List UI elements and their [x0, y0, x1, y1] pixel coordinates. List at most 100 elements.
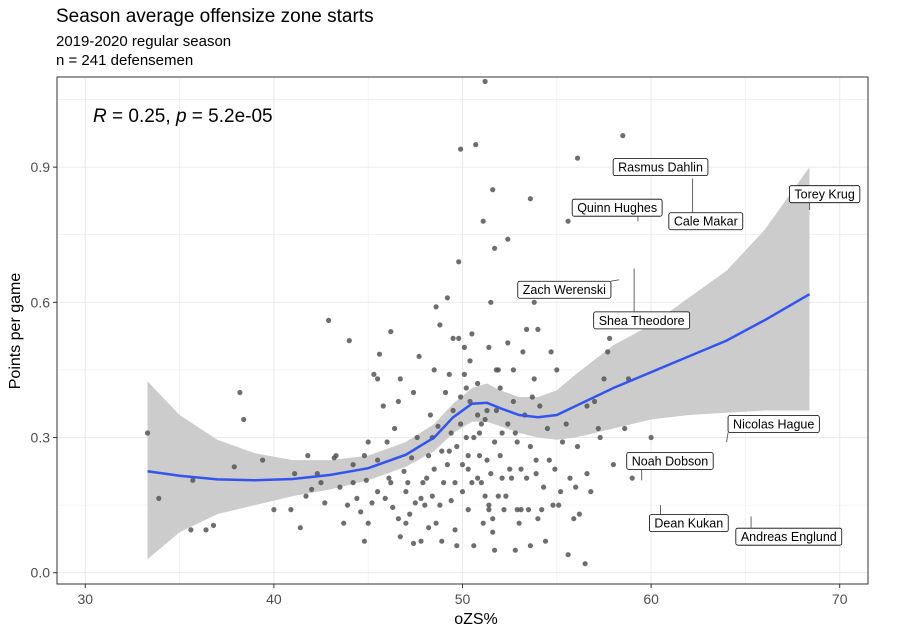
- scatter-point: [450, 407, 456, 414]
- chart-subtitle-sample: n = 241 defensemen: [56, 52, 194, 69]
- scatter-point: [535, 326, 541, 332]
- scatter-point: [427, 412, 433, 418]
- scatter-point: [556, 502, 562, 508]
- point-label-text: Quinn Hughes: [577, 201, 657, 215]
- point-labels: Rasmus Dahlin Quinn Hughes Cale Makar Torey…: [517, 158, 861, 546]
- scatter-point: [601, 376, 607, 382]
- scatter-point: [446, 448, 452, 454]
- r-value: = 0.25,: [107, 106, 176, 127]
- point-label: Nicolas Hague: [726, 415, 820, 443]
- scatter-point: [605, 349, 611, 355]
- scatter-point: [388, 329, 394, 335]
- scatter-point: [582, 561, 588, 567]
- scatter-point: [507, 466, 513, 472]
- scatter-point: [537, 403, 543, 409]
- x-tick-label: 30: [78, 591, 94, 607]
- scatter-point: [390, 504, 396, 510]
- x-tick-label: 40: [266, 591, 282, 607]
- scatter-point: [448, 430, 454, 436]
- scatter-point: [459, 462, 466, 468]
- scatter-point: [629, 475, 635, 481]
- scatter-point: [260, 457, 266, 463]
- scatter-point: [382, 495, 388, 501]
- scatter-point: [452, 527, 458, 533]
- scatter-point: [486, 502, 492, 508]
- scatter-point: [458, 421, 464, 427]
- scatter-point: [361, 538, 367, 544]
- point-label-text: Cale Makar: [674, 215, 738, 229]
- scatter-point: [488, 471, 494, 477]
- y-axis-title: Points per game: [7, 273, 24, 390]
- scatter-point: [475, 380, 481, 387]
- scatter-point: [305, 453, 311, 459]
- point-label: Quinn Hughes: [571, 198, 663, 222]
- scatter-point: [648, 434, 654, 441]
- scatter-point: [539, 507, 545, 513]
- scatter-point: [567, 475, 573, 481]
- point-label-text: Shea Theodore: [599, 314, 685, 328]
- scatter-point: [508, 475, 515, 481]
- scatter-point: [392, 425, 398, 432]
- scatter-point: [574, 155, 581, 161]
- point-label-text: Torey Krug: [794, 188, 854, 202]
- scatter-point: [375, 457, 381, 463]
- scatter-point: [337, 484, 343, 490]
- scatter-point: [492, 245, 498, 251]
- scatter-point: [482, 493, 488, 499]
- point-label-box: [788, 185, 861, 204]
- scatter-point: [407, 511, 413, 517]
- scatter-point: [350, 462, 356, 468]
- scatter-point: [488, 299, 494, 305]
- scatter-point: [461, 371, 467, 377]
- scatter-point: [527, 443, 534, 450]
- scatter-point: [363, 477, 369, 483]
- p-value: = 5.2e-05: [187, 106, 273, 127]
- y-tick-label: 0.0: [31, 565, 51, 581]
- scatter-point: [429, 493, 435, 499]
- scatter-point: [469, 331, 475, 337]
- scatter-point: [573, 484, 579, 490]
- scatter-point: [482, 78, 488, 85]
- point-label: Andreas Englund: [735, 516, 843, 546]
- scatter-point: [288, 507, 294, 513]
- scatter-point: [450, 335, 456, 341]
- scatter-point: [375, 376, 381, 382]
- scatter-point: [341, 520, 347, 526]
- scatter-point: [418, 495, 424, 501]
- scatter-point: [333, 453, 339, 459]
- scatter-point: [409, 455, 415, 461]
- point-label: Cale Makar: [668, 178, 744, 231]
- x-tick-label: 50: [455, 591, 471, 607]
- scatter-point: [531, 376, 537, 382]
- scatter-point: [490, 529, 496, 535]
- scatter-point: [465, 453, 471, 459]
- point-label: Noah Dobson: [626, 452, 714, 481]
- scatter-point: [420, 480, 426, 486]
- scatter-point: [371, 371, 377, 377]
- scatter-point: [431, 466, 437, 472]
- scatter-point: [525, 507, 532, 513]
- point-label-text: Nicolas Hague: [733, 418, 814, 432]
- scatter-point: [309, 486, 315, 492]
- scatter-point: [467, 358, 473, 364]
- scatter-point: [471, 434, 477, 441]
- scatter-point: [369, 500, 375, 506]
- scatter-point: [490, 187, 496, 193]
- scatter-point: [384, 439, 390, 445]
- scatter-point: [446, 371, 452, 377]
- scatter-point: [597, 434, 603, 441]
- scatter-point: [571, 516, 577, 522]
- scatter-point: [156, 495, 162, 501]
- scatter-point: [620, 133, 626, 139]
- scatter-point: [524, 475, 530, 481]
- scatter-point: [375, 489, 381, 495]
- scatter-point: [271, 507, 277, 513]
- scatter-point: [442, 389, 449, 396]
- point-label-box: [593, 311, 691, 330]
- scatter-point: [437, 322, 443, 328]
- scatter-point: [524, 326, 530, 332]
- scatter-point: [395, 516, 401, 522]
- scatter-point: [542, 538, 549, 544]
- point-label: Rasmus Dahlin: [612, 158, 709, 177]
- scatter-point: [492, 547, 498, 553]
